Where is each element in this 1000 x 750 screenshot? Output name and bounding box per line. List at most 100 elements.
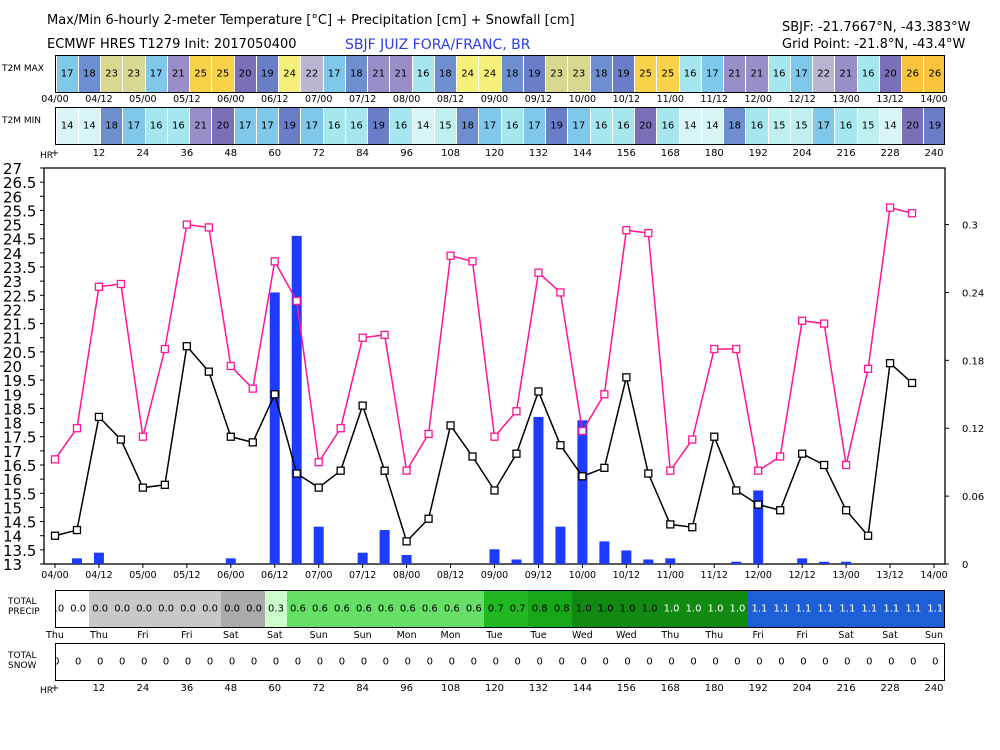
min-temp-marker: [160, 480, 170, 489]
max-temp-marker: [138, 432, 148, 441]
total-snow-value: 0: [118, 656, 126, 668]
total-precip-cell: 0.0: [132, 591, 156, 627]
total-precip-cell: 1.1: [770, 591, 793, 627]
total-snow-cell: 0: [67, 644, 90, 680]
total-precip-cell: 1.0: [638, 591, 661, 627]
min-temp-marker: [292, 469, 301, 478]
y-tick-label-left: 15.5: [3, 485, 36, 503]
total-precip-value: 0.6: [290, 603, 306, 615]
t2m-min-cell: 15: [768, 108, 791, 144]
x-tick-label: 05/00: [129, 570, 156, 581]
total-precip-cell: 0.6: [418, 591, 442, 627]
t2m-max-value: 20: [884, 68, 897, 80]
hour-tick: 168: [660, 683, 680, 694]
day-label: Fri: [137, 630, 149, 641]
total-precip-cell: 0.0: [110, 591, 134, 627]
t2m-min-cell: 16: [657, 108, 680, 144]
t2m-min-value: 16: [617, 120, 630, 132]
t2m-max-value: 25: [661, 68, 675, 80]
total-snow-cell: 0: [374, 644, 397, 680]
y-tick-label-right: 0.06: [962, 492, 984, 503]
y-tick-label-left: 26: [3, 188, 22, 206]
t2m-min-cell: 16: [612, 108, 635, 144]
day-label: Fri: [181, 630, 193, 641]
day-label: Sat: [882, 630, 898, 641]
total-precip-value: 1.0: [641, 603, 658, 615]
x-tick-label: 14/00: [920, 570, 947, 581]
min-temp-marker: [50, 531, 60, 540]
total-precip-value: 0.0: [70, 603, 87, 615]
t2m-min-label: T2M MIN: [2, 116, 42, 126]
t2m-max-cell: 24: [479, 56, 502, 92]
hour-tick: 132: [528, 683, 548, 694]
day-label: Wed: [572, 630, 593, 641]
day-label: Sun: [924, 630, 944, 641]
total-snow-cell: 0: [506, 644, 529, 680]
total-precip-value: 0.0: [158, 603, 175, 615]
total-precip-cell: 1.0: [572, 591, 596, 627]
t2m-max-cell: 25: [635, 56, 658, 92]
t2m-max-cell: 22: [813, 56, 836, 92]
total-snow-cell: 0: [89, 644, 112, 680]
t2m-max-cell: 23: [546, 56, 569, 92]
total-snow-cell: 0: [792, 644, 815, 680]
t2m-max-value: 16: [416, 68, 430, 80]
precip-bar: [731, 561, 742, 564]
total-precip-cell: 0.6: [352, 591, 376, 627]
total-snow-cell: 0: [177, 644, 200, 680]
x-tick-label: 09/12: [525, 570, 552, 581]
t2m-min-value: 14: [83, 120, 96, 132]
y-tick-label-left: 17.5: [3, 429, 36, 447]
total-precip-cell: 0.8: [528, 591, 552, 627]
t2m-max-cell: 20: [879, 56, 902, 92]
t2m-max-cell: 16: [768, 56, 791, 92]
total-precip-cell: 1.0: [682, 591, 705, 627]
t2m-min-value: 15: [795, 120, 808, 132]
total-snow-cell: 0: [638, 644, 661, 680]
max-temp-marker: [468, 257, 477, 266]
total-precip-cell: 1.0: [616, 591, 639, 627]
max-temp-marker: [424, 429, 433, 439]
total-precip-value: 0.7: [487, 603, 504, 615]
total-snow-value: 0: [800, 656, 807, 668]
total-snow-value: 0: [690, 656, 697, 668]
min-temp-marker: [248, 438, 257, 447]
hour-tick: 120: [484, 148, 505, 159]
y-tick-label-right: 0.24: [962, 288, 984, 299]
day-label: Sat: [266, 630, 283, 641]
hour-tick: 228: [880, 683, 900, 694]
t2m-max-cell: 17: [790, 56, 813, 92]
t2m-max-cell: 23: [123, 56, 146, 92]
t2m-max-cell: 17: [701, 56, 724, 92]
t2m-max-cell: 16: [857, 56, 880, 92]
day-label: Wed: [615, 630, 637, 641]
max-temp-marker: [50, 455, 60, 464]
precip-bar: [225, 558, 236, 564]
total-snow-value: 0: [492, 656, 499, 668]
model-init: ECMWF HRES T1279 Init: 2017050400: [47, 37, 297, 52]
max-temp-marker: [666, 466, 675, 475]
max-temp-marker: [688, 435, 697, 444]
t2m-min-value: 14: [683, 120, 697, 132]
t2m-max-value: 26: [906, 68, 919, 80]
hour-tick: 180: [704, 683, 724, 694]
total-precip-strip: 0.0 0.0 0.0 0.0 0.0 0.0 0.0 0.0 0.0 0.0 0.3 0.6 0.6 0…: [55, 590, 945, 628]
total-precip-cell: 0.6: [396, 591, 420, 627]
date-tick: 06/12: [261, 94, 289, 105]
total-precip-value: 0.0: [92, 603, 109, 615]
hour-tick: 72: [312, 683, 326, 694]
hour-tick: 24: [136, 683, 150, 694]
t2m-min-strip: 14 14 18 17 16 16 21 20 17 17 19 17 16 16 19 16 14 15 18 17…: [55, 107, 945, 145]
total-precip-value: 0.0: [246, 603, 262, 615]
t2m-max-cell: 21: [746, 56, 769, 92]
max-temp-marker: [776, 452, 785, 461]
precip-bar: [753, 490, 764, 564]
total-precip-value: 0.6: [399, 603, 416, 615]
hour-tick: 96: [400, 148, 413, 159]
t2m-max-value: 26: [928, 68, 942, 80]
t2m-max-value: 16: [683, 68, 697, 80]
hour-tick: 216: [836, 683, 856, 694]
min-temp-marker: [380, 466, 389, 475]
t2m-min-cell: 16: [323, 108, 346, 144]
min-temp-marker: [226, 432, 235, 441]
